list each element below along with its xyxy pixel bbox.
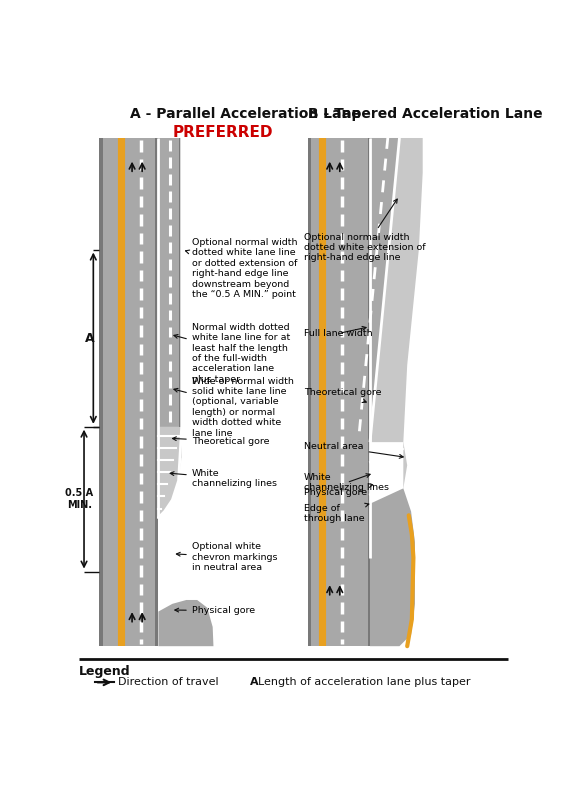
Polygon shape bbox=[308, 138, 370, 646]
Text: White
channelizing lines: White channelizing lines bbox=[304, 473, 389, 493]
Text: Physical gore: Physical gore bbox=[304, 484, 372, 497]
Text: Theoretical gore: Theoretical gore bbox=[304, 388, 382, 402]
Text: B - Tapered Acceleration Lane: B - Tapered Acceleration Lane bbox=[308, 107, 543, 121]
Text: Normal width dotted
white lane line for at
least half the length
of the full-wid: Normal width dotted white lane line for … bbox=[174, 323, 290, 384]
Text: A: A bbox=[85, 332, 95, 344]
Text: Direction of travel: Direction of travel bbox=[118, 677, 219, 687]
Polygon shape bbox=[179, 138, 182, 426]
Polygon shape bbox=[158, 600, 214, 646]
Polygon shape bbox=[368, 138, 370, 646]
Polygon shape bbox=[99, 138, 158, 646]
Text: 0.5 A
MIN.: 0.5 A MIN. bbox=[65, 489, 93, 510]
Text: Optional normal width
dotted white lane line
or dotted extension of
right-hand e: Optional normal width dotted white lane … bbox=[186, 238, 297, 299]
Text: Legend: Legend bbox=[80, 665, 131, 678]
Text: Physical gore: Physical gore bbox=[175, 607, 255, 615]
Polygon shape bbox=[158, 426, 182, 517]
Text: Optional normal width
dotted white extension of
right-hand edge line: Optional normal width dotted white exten… bbox=[304, 199, 426, 262]
Polygon shape bbox=[99, 138, 103, 646]
Polygon shape bbox=[370, 489, 415, 646]
Polygon shape bbox=[155, 138, 158, 646]
Polygon shape bbox=[158, 138, 182, 426]
Text: A - Parallel Acceleration Lane: A - Parallel Acceleration Lane bbox=[129, 107, 360, 121]
Text: White
channelizing lines: White channelizing lines bbox=[170, 469, 277, 489]
Polygon shape bbox=[370, 138, 423, 504]
Text: Neutral area: Neutral area bbox=[304, 442, 403, 458]
Text: Full lane width: Full lane width bbox=[304, 327, 373, 338]
Text: Optional white
chevron markings
in neutral area: Optional white chevron markings in neutr… bbox=[176, 542, 277, 572]
Text: Theoretical gore: Theoretical gore bbox=[172, 437, 269, 446]
Polygon shape bbox=[370, 442, 403, 504]
Text: A: A bbox=[250, 677, 258, 687]
Text: Wide or normal width
solid white lane line
(optional, variable
length) or normal: Wide or normal width solid white lane li… bbox=[174, 377, 293, 438]
Polygon shape bbox=[158, 457, 202, 642]
Polygon shape bbox=[370, 138, 399, 442]
Polygon shape bbox=[308, 138, 311, 646]
Text: Edge of
through lane: Edge of through lane bbox=[304, 503, 369, 523]
Text: Length of acceleration lane plus taper: Length of acceleration lane plus taper bbox=[258, 677, 470, 687]
Text: PREFERRED: PREFERRED bbox=[172, 125, 273, 140]
